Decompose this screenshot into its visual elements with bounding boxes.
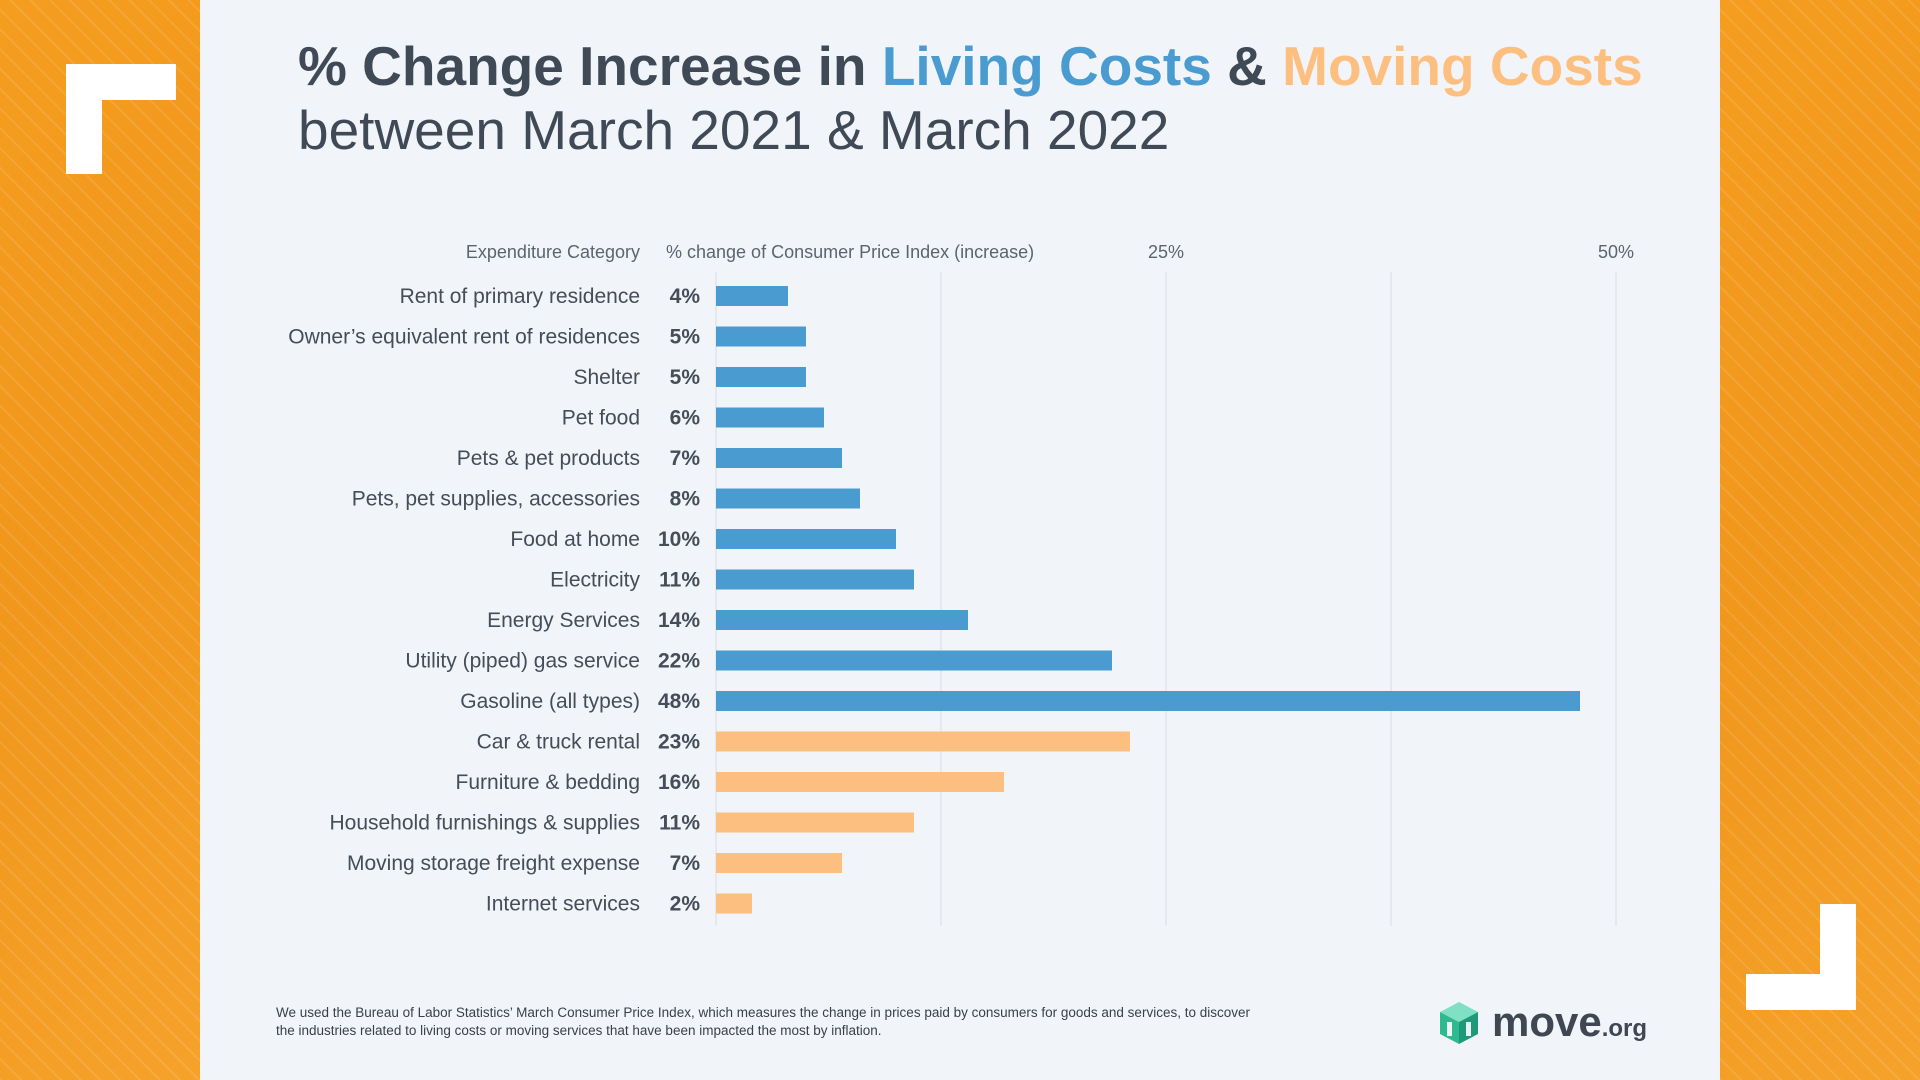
data-label: 10% xyxy=(658,528,700,551)
data-label: 8% xyxy=(670,488,701,511)
data-label: 22% xyxy=(658,650,700,673)
tick-label: 25% xyxy=(1148,242,1184,262)
category-label: Pets, pet supplies, accessories xyxy=(352,488,640,511)
category-label: Owner’s equivalent rent of residences xyxy=(288,326,640,349)
category-label: Household furnishings & supplies xyxy=(329,812,640,835)
bar-moving xyxy=(716,772,1004,792)
title-prefix: % Change Increase in xyxy=(298,35,882,97)
bar-living xyxy=(716,610,968,630)
data-label: 16% xyxy=(658,771,700,794)
data-label: 5% xyxy=(670,366,701,389)
right-stripe-panel xyxy=(1720,0,1920,1080)
data-label: 11% xyxy=(659,569,700,592)
data-label: 14% xyxy=(658,609,700,632)
bar-living xyxy=(716,407,824,428)
bar-living xyxy=(716,529,896,549)
bar-moving xyxy=(716,853,842,873)
category-label: Energy Services xyxy=(487,609,640,632)
data-label: 7% xyxy=(670,852,701,875)
header-value: % change of Consumer Price Index (increa… xyxy=(666,242,1034,262)
data-label: 48% xyxy=(658,690,700,713)
chart-title: % Change Increase in Living Costs & Movi… xyxy=(298,34,1678,162)
corner-bracket-top-left-vertical xyxy=(66,64,102,174)
title-living-costs: Living Costs xyxy=(881,35,1212,97)
category-label: Car & truck rental xyxy=(477,731,640,754)
logo-word: move xyxy=(1492,998,1602,1045)
footnote: We used the Bureau of Labor Statistics’ … xyxy=(276,1005,1250,1038)
header-category: Expenditure Category xyxy=(466,242,640,262)
bar-moving xyxy=(716,812,914,833)
title-ampersand: & xyxy=(1211,35,1283,97)
bar-living xyxy=(716,286,788,306)
title-line-2: between March 2021 & March 2022 xyxy=(298,99,1170,161)
bar-living xyxy=(716,488,860,509)
bar-living xyxy=(716,326,806,347)
category-label: Shelter xyxy=(573,366,640,389)
data-label: 7% xyxy=(670,447,701,470)
bar-chart: Expenditure Category % change of Consumer… xyxy=(288,242,1634,926)
bar-moving xyxy=(716,731,1130,752)
category-label: Utility (piped) gas service xyxy=(405,650,640,673)
category-label: Electricity xyxy=(550,569,640,592)
move-org-logo: move.org xyxy=(1432,998,1652,1048)
tick-label: 50% xyxy=(1598,242,1634,262)
bar-living xyxy=(716,367,806,387)
category-label: Moving storage freight expense xyxy=(347,852,640,875)
cube-box-icon xyxy=(1440,1002,1478,1044)
bar-living xyxy=(716,448,842,468)
data-label: 4% xyxy=(670,285,701,308)
category-label: Food at home xyxy=(510,528,640,551)
category-label: Rent of primary residence xyxy=(400,285,640,308)
logo-suffix: .org xyxy=(1601,1015,1648,1042)
category-label: Pet food xyxy=(562,407,640,430)
bar-living xyxy=(716,650,1112,671)
left-stripe-panel xyxy=(0,0,200,1080)
category-label: Gasoline (all types) xyxy=(460,690,640,713)
data-label: 2% xyxy=(670,893,701,916)
corner-bracket-bottom-right-vertical xyxy=(1820,904,1856,1010)
data-label: 23% xyxy=(658,731,700,754)
title-line-1: % Change Increase in Living Costs & Movi… xyxy=(298,34,1678,98)
data-label: 6% xyxy=(670,407,701,430)
bar-moving xyxy=(716,893,752,914)
bar-living xyxy=(716,691,1580,711)
logo-wordmark: move.org xyxy=(1492,998,1647,1053)
data-label: 11% xyxy=(659,812,700,835)
category-label: Internet services xyxy=(486,893,640,916)
bar-living xyxy=(716,569,914,590)
infographic-panel: % Change Increase in Living Costs & Movi… xyxy=(200,0,1720,1080)
title-moving-costs: Moving Costs xyxy=(1282,35,1643,97)
category-label: Pets & pet products xyxy=(457,447,640,470)
category-label: Furniture & bedding xyxy=(456,771,640,794)
data-label: 5% xyxy=(670,326,701,349)
